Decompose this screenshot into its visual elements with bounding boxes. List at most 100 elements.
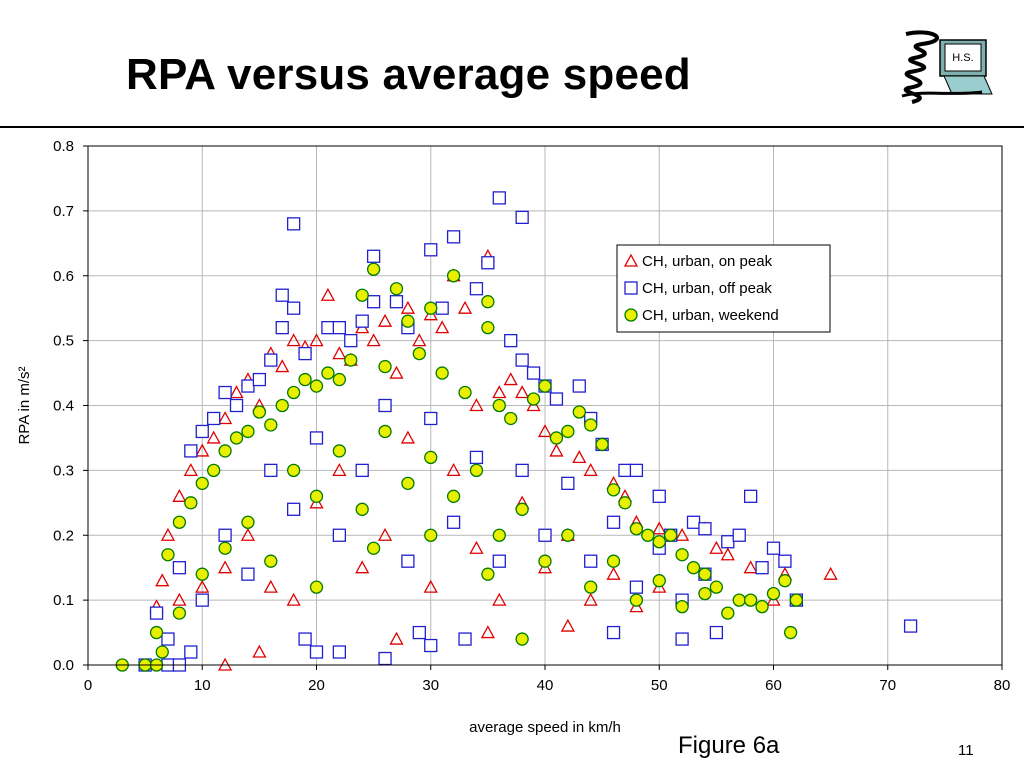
data-point	[366, 262, 381, 276]
data-point	[424, 243, 438, 257]
data-point	[481, 320, 495, 335]
data-point	[264, 418, 278, 432]
series-3	[115, 262, 803, 672]
data-point	[286, 502, 301, 516]
data-point	[584, 580, 598, 594]
data-point	[183, 463, 198, 477]
data-point	[435, 320, 450, 334]
data-point	[389, 295, 404, 309]
y-tick-label: 0.4	[53, 398, 74, 415]
data-point	[172, 592, 187, 606]
data-point	[698, 522, 712, 536]
data-point	[686, 561, 701, 575]
data-point	[412, 625, 426, 640]
data-point	[241, 424, 255, 439]
data-point	[218, 385, 232, 400]
data-point	[515, 385, 530, 399]
data-point	[492, 398, 506, 413]
legend-marker	[624, 281, 638, 295]
data-point	[366, 295, 381, 309]
hs-logo: H.S.	[892, 26, 994, 118]
data-point	[218, 560, 233, 574]
data-point	[309, 333, 324, 347]
data-point	[652, 579, 667, 593]
data-point	[378, 359, 392, 374]
data-point	[572, 405, 586, 419]
data-point	[435, 301, 449, 315]
data-point	[424, 638, 438, 653]
data-point	[446, 230, 461, 244]
data-point	[481, 567, 495, 581]
data-point	[400, 300, 415, 314]
data-point	[264, 554, 278, 568]
data-point	[423, 579, 438, 593]
data-point	[503, 372, 518, 386]
data-point	[344, 353, 358, 367]
data-point	[355, 560, 370, 574]
series-2	[138, 191, 918, 672]
data-point	[435, 366, 449, 380]
data-point	[675, 632, 689, 646]
data-point	[195, 443, 210, 457]
data-point	[458, 385, 472, 400]
y-tick-label: 0.7	[53, 203, 74, 220]
data-point	[309, 379, 324, 393]
data-point	[469, 282, 484, 296]
y-tick-label: 0.6	[53, 268, 74, 285]
data-point	[744, 593, 758, 607]
y-tick-label: 0.3	[53, 462, 74, 479]
data-point	[275, 320, 289, 335]
data-point	[264, 463, 278, 478]
slide-number: 11	[958, 742, 974, 759]
data-point	[561, 424, 575, 439]
data-point	[549, 431, 564, 445]
data-point	[641, 528, 655, 542]
data-point	[298, 346, 312, 361]
data-point	[675, 548, 689, 562]
data-point	[492, 385, 507, 399]
data-point	[412, 346, 426, 361]
data-point	[309, 645, 324, 659]
data-point	[709, 540, 724, 554]
data-point	[172, 561, 187, 575]
data-point	[229, 385, 244, 399]
data-point	[560, 618, 575, 632]
data-point	[469, 540, 484, 554]
data-point	[721, 606, 735, 620]
data-point	[606, 554, 621, 568]
data-point	[275, 398, 289, 413]
data-point	[149, 625, 164, 640]
data-point	[264, 353, 278, 367]
logo-graphic: H.S.	[901, 30, 993, 104]
data-point	[457, 300, 473, 314]
data-point	[584, 554, 598, 568]
y-tick-label: 0.8	[53, 138, 74, 155]
data-point	[744, 489, 758, 503]
data-point	[401, 476, 415, 491]
y-tick-label: 0.5	[53, 333, 74, 350]
data-point	[378, 398, 392, 413]
data-point	[675, 527, 690, 541]
data-point	[709, 625, 724, 640]
data-point	[698, 586, 712, 601]
data-point	[355, 288, 369, 302]
data-point	[309, 489, 324, 503]
data-point	[583, 592, 598, 606]
data-point	[184, 444, 198, 458]
x-axis-label: average speed in km/h	[469, 719, 621, 736]
data-point	[401, 314, 415, 328]
data-point	[275, 288, 289, 302]
data-point	[538, 379, 552, 393]
data-point	[378, 424, 392, 439]
data-point	[298, 372, 312, 387]
y-tick-label: 0.1	[53, 592, 74, 609]
data-point	[298, 632, 312, 646]
data-point	[721, 535, 735, 549]
data-point	[207, 411, 221, 426]
data-point	[446, 463, 461, 477]
data-point	[389, 631, 404, 645]
data-point	[400, 430, 415, 444]
data-point	[629, 580, 644, 594]
data-point	[218, 444, 232, 458]
data-point	[549, 392, 564, 406]
